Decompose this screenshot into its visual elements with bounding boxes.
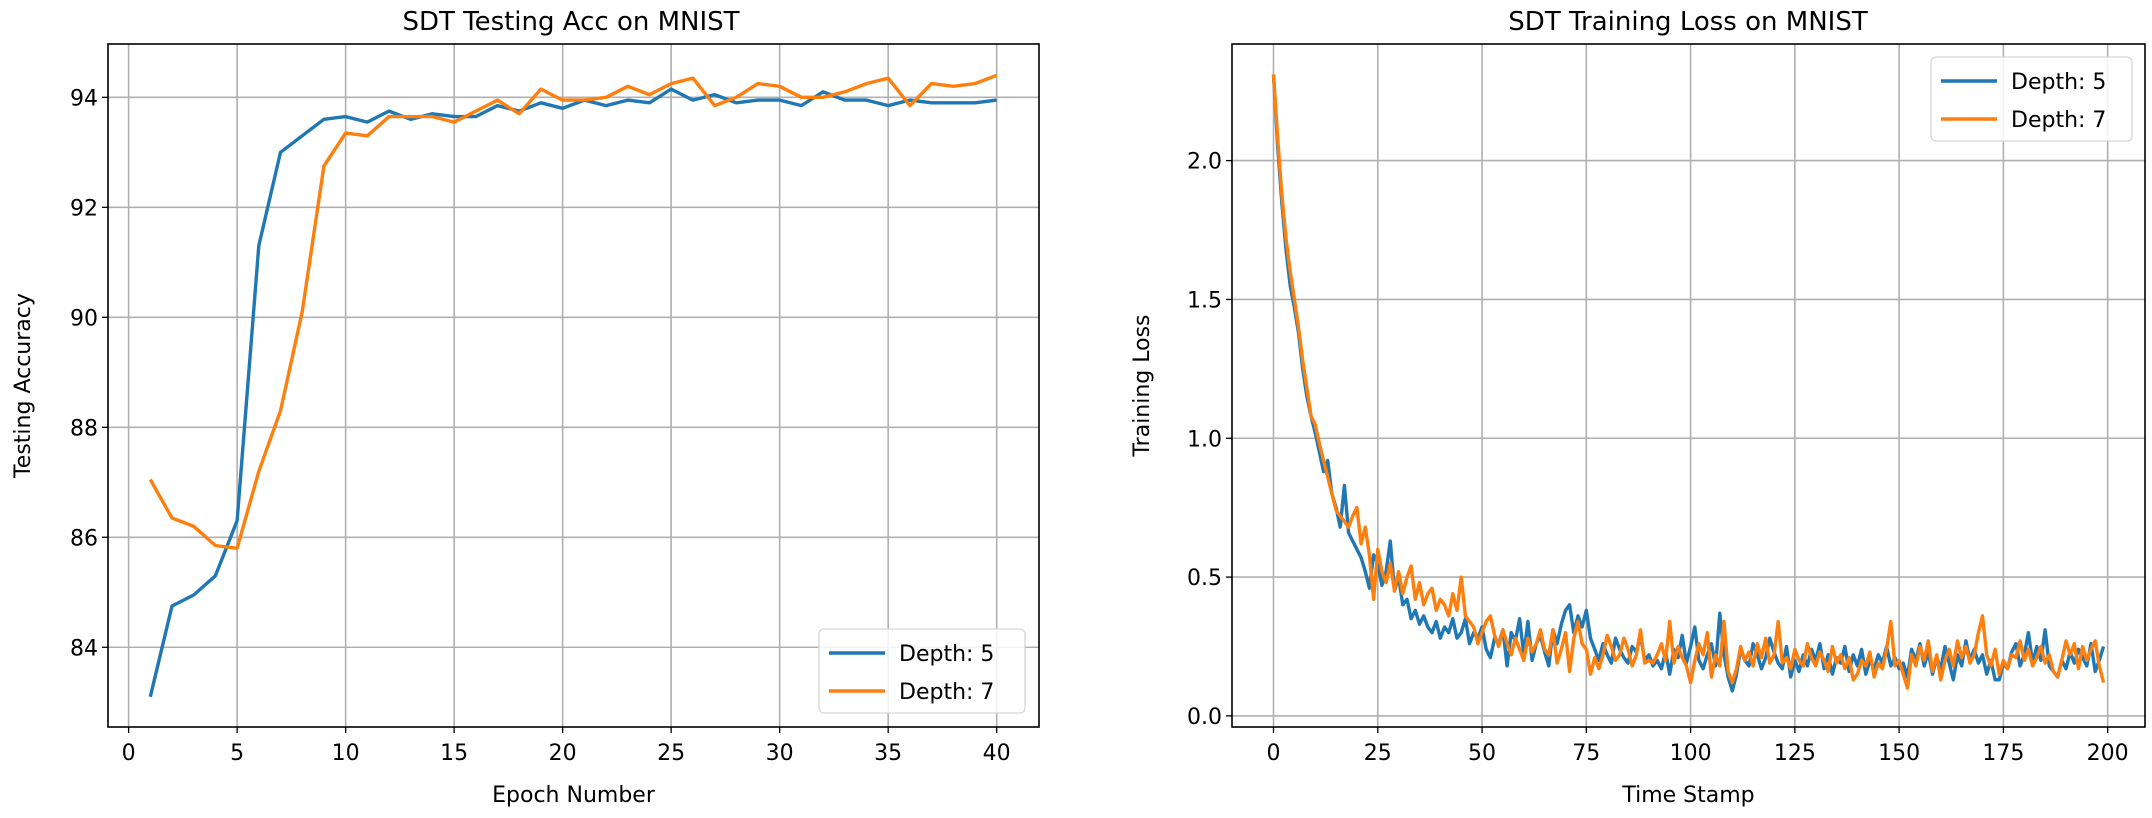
x-tick-label: 10 bbox=[332, 741, 360, 766]
series-line-depth-5 bbox=[148, 87, 997, 698]
legend-label: Depth: 7 bbox=[899, 680, 994, 705]
y-axis-label: Testing Accuracy bbox=[11, 293, 36, 479]
x-tick-label: 50 bbox=[1468, 741, 1496, 766]
legend-label: Depth: 5 bbox=[899, 642, 994, 667]
y-tick-label: 88 bbox=[70, 416, 98, 441]
y-tick-label: 1.0 bbox=[1187, 427, 1222, 452]
axes-frame bbox=[107, 43, 1040, 728]
axes-frame bbox=[1231, 43, 2146, 728]
x-tick-label: 40 bbox=[983, 741, 1011, 766]
y-tick-label: 92 bbox=[70, 196, 98, 221]
x-tick-label: 15 bbox=[440, 741, 468, 766]
chart-title: SDT Training Loss on MNIST bbox=[1508, 7, 1868, 37]
series-line-depth-7 bbox=[1271, 74, 2106, 690]
legend-label: Depth: 5 bbox=[2011, 70, 2106, 95]
x-axis-label: Epoch Number bbox=[492, 783, 656, 808]
x-tick-label: 0 bbox=[122, 741, 136, 766]
x-tick-label: 175 bbox=[1982, 741, 2024, 766]
series-line-depth-5 bbox=[1271, 74, 2106, 693]
x-tick-label: 30 bbox=[766, 741, 794, 766]
y-tick-label: 0.0 bbox=[1187, 705, 1222, 730]
x-tick-label: 100 bbox=[1670, 741, 1712, 766]
chart-title: SDT Testing Acc on MNIST bbox=[402, 7, 739, 37]
y-tick-label: 2.0 bbox=[1187, 150, 1222, 175]
legend: Depth: 5 Depth: 7 bbox=[1930, 56, 2133, 142]
x-tick-label: 25 bbox=[657, 741, 685, 766]
legend-label: Depth: 7 bbox=[2011, 108, 2106, 133]
x-tick-label: 200 bbox=[2087, 741, 2129, 766]
chart-1: 0 5 10 15 20 25 30 35 40 84 86 88 90 92 94 SDT Testing … bbox=[11, 7, 1040, 808]
chart-2: 0 25 50 75 100 125 150 175 200 0.0 0.5 1.0 1.5 2.0 SDT… bbox=[1130, 7, 2146, 808]
x-tick-label: 35 bbox=[874, 741, 902, 766]
y-tick-label: 1.5 bbox=[1187, 288, 1222, 313]
y-tick-label: 90 bbox=[70, 306, 98, 331]
x-tick-label: 125 bbox=[1774, 741, 1816, 766]
y-tick-label: 84 bbox=[70, 636, 98, 661]
x-tick-label: 5 bbox=[230, 741, 244, 766]
y-tick-label: 86 bbox=[70, 526, 98, 551]
x-tick-label: 25 bbox=[1364, 741, 1392, 766]
x-axis-label: Time Stamp bbox=[1621, 783, 1754, 808]
y-tick-label: 0.5 bbox=[1187, 566, 1222, 591]
x-tick-label: 75 bbox=[1572, 741, 1600, 766]
x-tick-label: 20 bbox=[549, 741, 577, 766]
y-tick-label: 94 bbox=[70, 86, 98, 111]
legend: Depth: 5 Depth: 7 bbox=[818, 628, 1026, 714]
series-line-depth-7 bbox=[148, 73, 998, 550]
x-tick-label: 150 bbox=[1878, 741, 1920, 766]
x-tick-label: 0 bbox=[1267, 741, 1281, 766]
y-axis-label: Training Loss bbox=[1130, 314, 1155, 457]
